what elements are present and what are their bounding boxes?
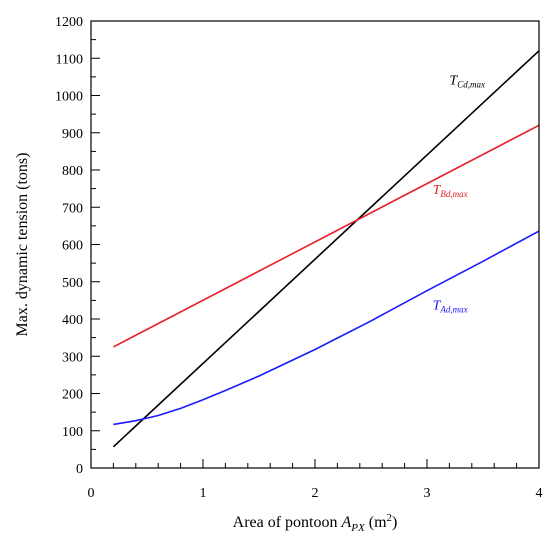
y-tick-label: 1100 (56, 52, 83, 67)
y-tick-label: 700 (62, 201, 83, 216)
y-tick-label: 100 (62, 425, 83, 440)
series-line-0 (112, 50, 540, 448)
series-lines (112, 50, 540, 448)
x-axis-title-symbol: A (341, 514, 352, 531)
x-axis-title-prefix: Area of pontoon (233, 514, 342, 531)
y-axis-title: Max. dynamic tension (tons) (14, 153, 31, 337)
x-tick-label: 1 (200, 486, 207, 501)
y-tick-label: 0 (76, 462, 83, 477)
y-tick-label: 400 (62, 313, 83, 328)
series-label-0: TCd,max (449, 73, 485, 89)
series-label-1: TBd,max (433, 183, 468, 199)
tick-labels: 0 100 200 300 400 500 600 700 800 900 1000 1100 1200… (55, 15, 543, 501)
x-tick-label: 2 (312, 486, 319, 501)
x-axis-title: Area of pontoon APX (m2) (233, 512, 398, 534)
y-tick-label: 1200 (55, 15, 83, 30)
x-axis-title-subscript: PX (350, 522, 366, 534)
x-tick-label: 4 (536, 486, 543, 501)
x-tick-label: 0 (88, 486, 95, 501)
y-tick-label: 300 (62, 350, 83, 365)
plot-frame (90, 20, 540, 469)
x-axis-title-unit-close: ) (392, 514, 397, 531)
series-label-2: TAd,max (433, 299, 468, 315)
y-tick-label: 1000 (55, 90, 83, 105)
y-tick-label: 800 (62, 164, 83, 179)
y-tick-label: 900 (62, 127, 83, 142)
y-tick-label: 500 (62, 276, 83, 291)
series-labels: TCd,max TBd,max TAd,max (433, 73, 485, 314)
y-tick-label: 200 (62, 388, 83, 403)
x-axis-title-unit-sup: 2 (387, 512, 393, 524)
x-tick-label: 3 (424, 486, 431, 501)
series-line-1 (113, 124, 540, 348)
series-line-2 (113, 230, 540, 426)
y-tick-label: 600 (62, 239, 83, 254)
x-axis-title-unit: (m (365, 514, 387, 531)
